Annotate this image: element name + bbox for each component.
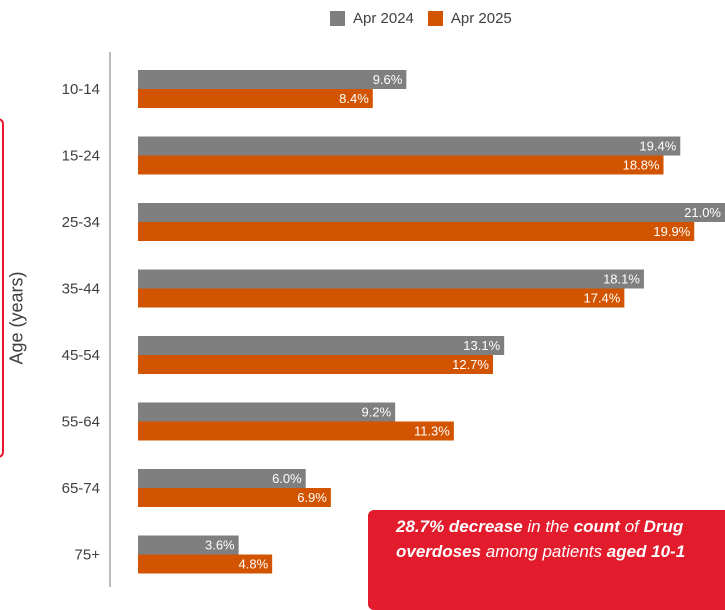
y-tick-label-25-34: 25-34 bbox=[62, 214, 100, 231]
bar-apr-2025-25-34 bbox=[138, 222, 695, 241]
bar-apr-2024-25-34 bbox=[138, 203, 725, 222]
legend-item-apr-2025: Apr 2025 bbox=[427, 10, 512, 27]
callout-highlight-drug: Drug bbox=[643, 517, 684, 536]
y-tick-label-75+: 75+ bbox=[75, 547, 101, 564]
data-label-apr-2024-45-54: 13.1% bbox=[463, 338, 500, 353]
y-tick-label-35-44: 35-44 bbox=[62, 281, 100, 298]
data-label-apr-2025-45-54: 12.7% bbox=[452, 357, 489, 372]
bar-apr-2025-35-44 bbox=[138, 288, 625, 308]
bar-apr-2024-35-44 bbox=[138, 269, 644, 289]
y-tick-label-55-64: 55-64 bbox=[62, 414, 100, 431]
bar-apr-2024-75+ bbox=[138, 535, 239, 555]
legend-swatch-apr-2024 bbox=[330, 11, 345, 26]
bar-apr-2024-65-74 bbox=[138, 469, 306, 488]
callout-highlight-count: count bbox=[573, 517, 620, 536]
bar-apr-2025-65-74 bbox=[138, 488, 331, 507]
y-tick-label-65-74: 65-74 bbox=[62, 480, 100, 497]
callout-highlight-decrease: 28.7% decrease bbox=[396, 517, 523, 536]
data-label-apr-2024-15-24: 19.4% bbox=[639, 139, 676, 154]
legend-label-apr-2024: Apr 2024 bbox=[353, 10, 414, 27]
data-label-apr-2025-75+: 4.8% bbox=[239, 557, 269, 572]
bar-apr-2025-75+ bbox=[138, 554, 273, 574]
bar-apr-2025-10-14 bbox=[138, 89, 373, 108]
bar-apr-2025-15-24 bbox=[138, 155, 664, 175]
data-label-apr-2024-35-44: 18.1% bbox=[603, 272, 640, 287]
callout-highlight-overdoses: overdoses bbox=[396, 542, 482, 561]
callout-text-in-the: in the bbox=[522, 517, 574, 536]
data-label-apr-2024-75+: 3.6% bbox=[205, 538, 235, 553]
bar-apr-2025-55-64 bbox=[138, 421, 454, 441]
data-label-apr-2024-25-34: 21.0% bbox=[684, 205, 721, 220]
bar-apr-2024-15-24 bbox=[138, 136, 681, 156]
legend-label-apr-2025: Apr 2025 bbox=[450, 10, 512, 27]
y-tick-label-10-14: 10-14 bbox=[62, 81, 100, 98]
bar-apr-2025-45-54 bbox=[138, 355, 493, 374]
legend: Apr 2024 Apr 2025 bbox=[330, 10, 518, 27]
legend-item-apr-2024: Apr 2024 bbox=[330, 10, 414, 27]
y-tick-label-15-24: 15-24 bbox=[62, 148, 100, 165]
data-label-apr-2024-55-64: 9.2% bbox=[362, 405, 392, 420]
callout-highlight-aged: aged 10-1 bbox=[606, 542, 686, 561]
bar-apr-2024-45-54 bbox=[138, 336, 505, 355]
data-label-apr-2025-65-74: 6.9% bbox=[297, 490, 327, 505]
callout-text-of: of bbox=[619, 517, 644, 536]
data-label-apr-2025-35-44: 17.4% bbox=[583, 291, 620, 306]
y-tick-label-45-54: 45-54 bbox=[62, 347, 100, 364]
bar-chart: 10-14 9.6% 8.4% 15-24 19.4% 18.8% 25-34 21.0% 19… bbox=[62, 52, 725, 587]
bar-apr-2024-55-64 bbox=[138, 402, 396, 422]
legend-swatch-apr-2025 bbox=[427, 11, 443, 26]
callout-box: 28.7% decrease in the count of Drug over… bbox=[368, 510, 725, 610]
data-label-apr-2025-15-24: 18.8% bbox=[623, 158, 660, 173]
data-label-apr-2025-10-14: 8.4% bbox=[339, 91, 369, 106]
data-label-apr-2024-65-74: 6.0% bbox=[272, 471, 302, 486]
bar-apr-2024-10-14 bbox=[138, 70, 407, 89]
callout-line-2: overdoses among patients aged 10-1 bbox=[396, 539, 725, 564]
data-label-apr-2025-55-64: 11.3% bbox=[414, 424, 450, 439]
callout-text-among: among patients bbox=[481, 542, 607, 561]
callout-line-1: 28.7% decrease in the count of Drug bbox=[396, 514, 725, 539]
data-label-apr-2025-25-34: 19.9% bbox=[653, 224, 690, 239]
data-label-apr-2024-10-14: 9.6% bbox=[373, 72, 403, 87]
